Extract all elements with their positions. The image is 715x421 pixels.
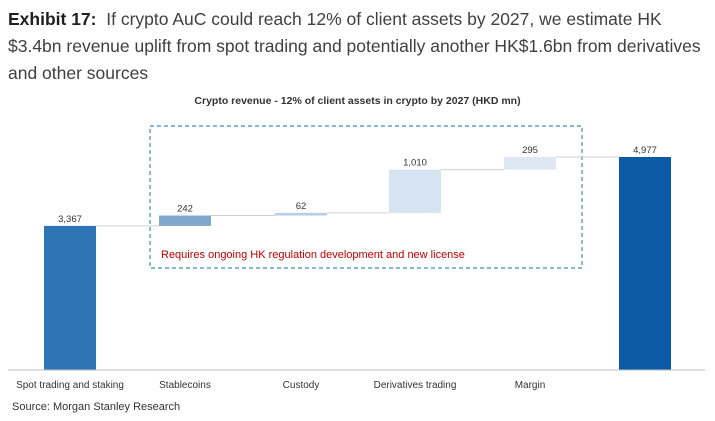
exhibit-headline: If crypto AuC could reach 12% of client … xyxy=(8,9,701,83)
value-label: 295 xyxy=(522,145,538,156)
category-label: Custody xyxy=(283,380,320,391)
value-label: 3,367 xyxy=(58,214,82,225)
bar-derivatives-trading xyxy=(389,169,441,213)
value-label: 4,977 xyxy=(633,145,657,156)
bar-stablecoins xyxy=(159,215,211,226)
bar-custody xyxy=(275,212,327,216)
bar-spot-trading-and-staking xyxy=(44,225,96,370)
source-note: Source: Morgan Stanley Research xyxy=(12,401,181,413)
exhibit-title: Exhibit 17: If crypto AuC could reach 12… xyxy=(8,6,708,87)
bar-margin xyxy=(504,157,556,170)
chart-title: Crypto revenue - 12% of client assets in… xyxy=(194,95,520,107)
bar-total xyxy=(619,157,671,370)
value-label: 242 xyxy=(177,204,193,215)
category-label: Derivatives trading xyxy=(374,380,457,391)
regulation-box xyxy=(149,125,583,269)
waterfall-chart: Crypto revenue - 12% of client assets in… xyxy=(8,95,705,391)
regulation-annotation: Requires ongoing HK regulation developme… xyxy=(161,249,465,261)
category-label: Stablecoins xyxy=(159,380,211,391)
value-label: 1,010 xyxy=(403,158,427,169)
category-label: Margin xyxy=(515,380,546,391)
category-label: Spot trading and staking xyxy=(16,380,124,391)
value-label: 62 xyxy=(296,201,307,212)
exhibit-label: Exhibit 17: xyxy=(8,9,97,29)
